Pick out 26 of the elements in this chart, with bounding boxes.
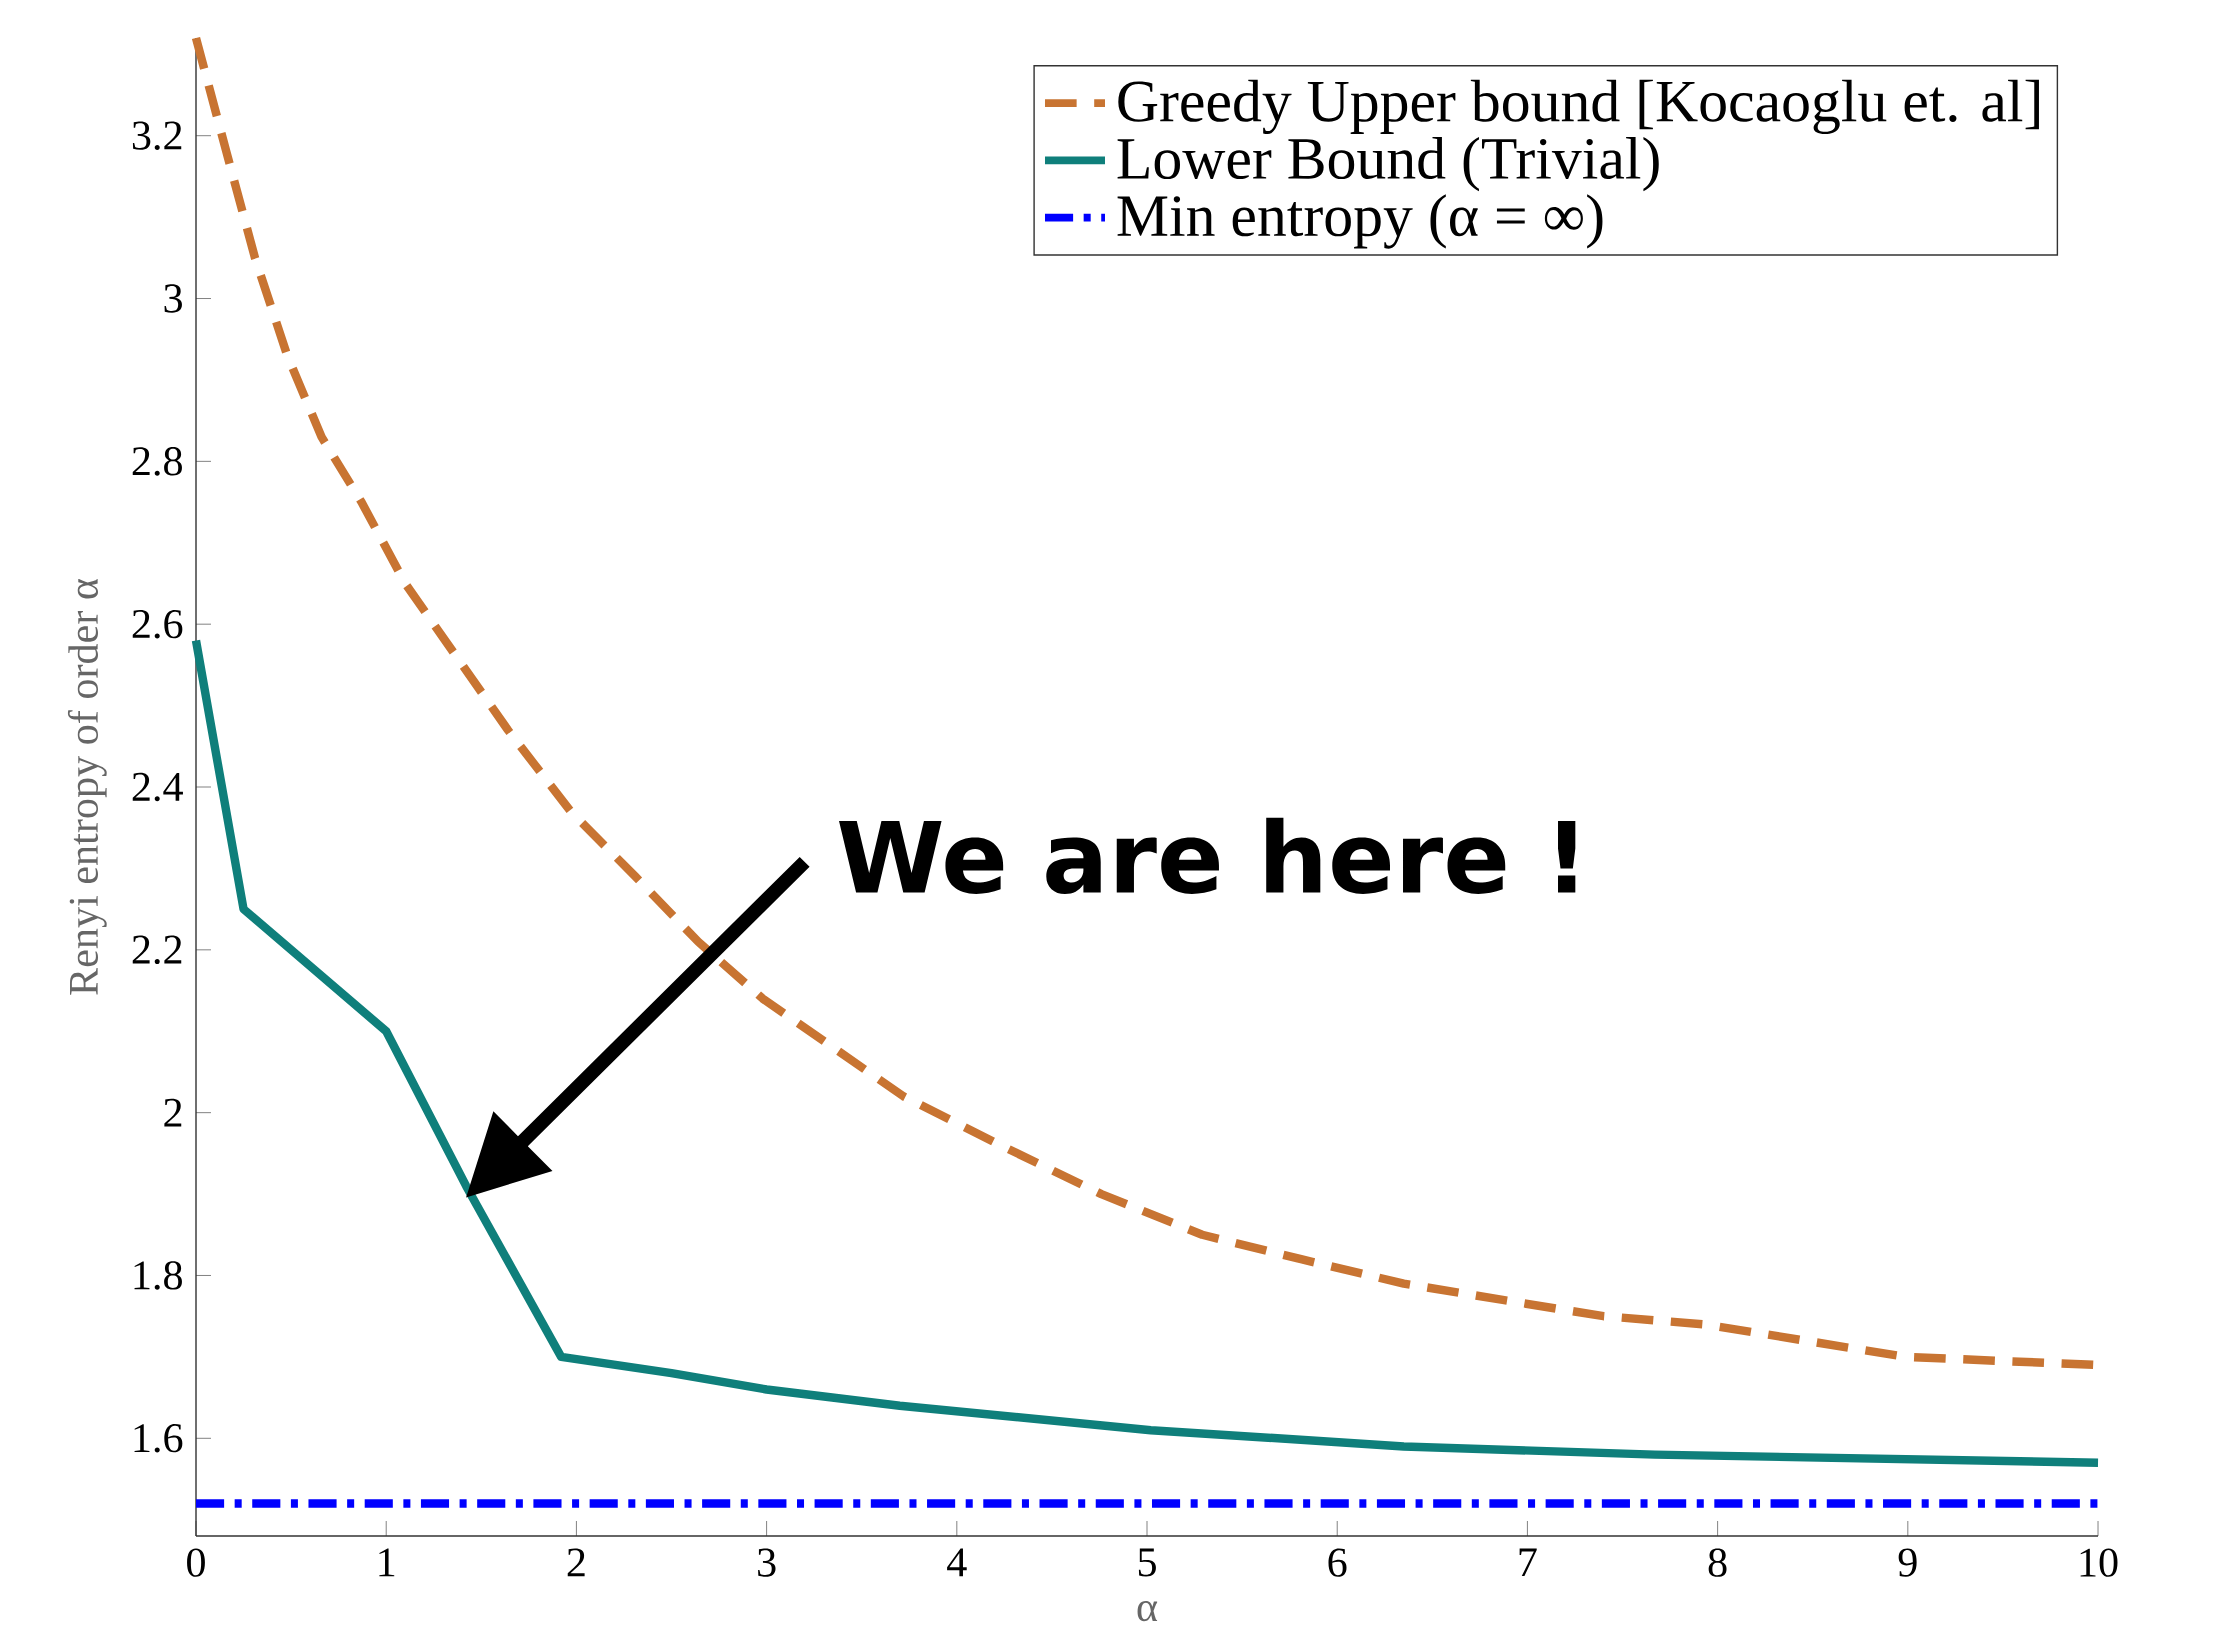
y-tick-label: 2.4 [132, 772, 183, 802]
x-tick-label: 4 [947, 1548, 967, 1577]
x-tick-label: 1 [379, 1548, 395, 1577]
x-tick-label: 5 [1138, 1548, 1156, 1577]
y-tick-label: 3 [164, 284, 182, 313]
y-tick-label: 2.2 [132, 935, 182, 965]
y-tick-label: 1.8 [134, 1261, 182, 1290]
annotation: We are here ! [839, 817, 1576, 894]
legend-label: Min entropy (α = ∞) [1117, 194, 1603, 249]
x-tick-label: 7 [1519, 1548, 1537, 1577]
x-tick-label: 8 [1708, 1548, 1727, 1577]
y-tick-label: 2.8 [132, 447, 182, 476]
y-tick-label: 3.2 [132, 121, 182, 150]
y-tick-label: 1.6 [134, 1424, 183, 1453]
legend-label: Lower Bound (Trivial) [1117, 137, 1659, 192]
x-tick-label: 6 [1328, 1548, 1347, 1577]
x-tick-label: 0 [187, 1548, 205, 1577]
x-tick-label: 2 [567, 1548, 585, 1577]
legend-label: Greedy Upper bound [Kocaoglu et. al] [1118, 79, 2039, 135]
x-tick-label: 9 [1898, 1548, 1917, 1577]
x-tick-label: 10 [2080, 1548, 2118, 1577]
x-axis-title: α [1137, 1601, 1158, 1622]
x-tick-label: 3 [758, 1548, 776, 1577]
y-tick-label: 2.6 [132, 609, 183, 639]
y-tick-label: 2 [164, 1098, 182, 1127]
y-axis-title: Renyi entropy of order α [67, 578, 107, 995]
